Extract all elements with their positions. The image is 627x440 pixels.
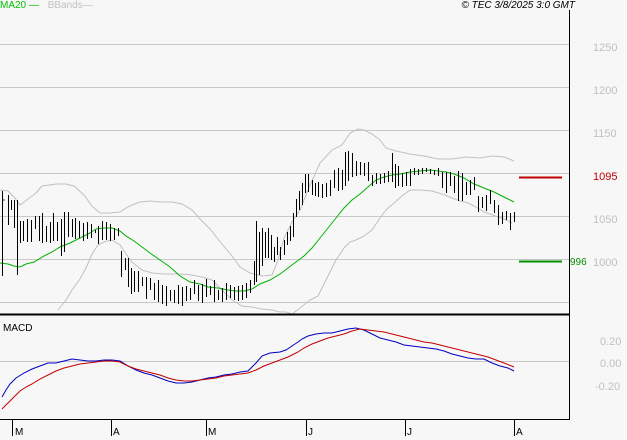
macd-signal-line [1, 328, 515, 410]
support-label: 996 [570, 257, 587, 268]
x-label-jun: J [308, 427, 313, 438]
price-label-1050: 1050 [593, 214, 618, 226]
macd-label-pos: 0.20 [600, 336, 622, 348]
price-gridlines [0, 44, 569, 303]
bband-upper [0, 128, 515, 277]
price-bars [2, 151, 515, 306]
price-label-1000: 1000 [593, 257, 618, 269]
copyright-timestamp: © TEC 3/8/2025 3:0 GMT [461, 0, 575, 11]
x-label-aug: A [516, 427, 523, 438]
x-label-jul: J [407, 427, 412, 438]
macd-line [1, 327, 515, 398]
x-label-may: M [208, 427, 217, 438]
ma20-line [0, 169, 515, 292]
price-label-1200: 1200 [593, 85, 618, 97]
macd-panel-title: MACD [3, 323, 33, 334]
price-label-1250: 1250 [593, 42, 618, 54]
chart-legend: MA20 — BBands— [0, 0, 93, 11]
x-axis-ticks [12, 420, 515, 436]
resistance-label: 1095 [593, 171, 618, 183]
x-label-apr: A [113, 427, 120, 438]
macd-label-neg: -0.20 [595, 381, 621, 393]
price-label-1150: 1150 [593, 128, 617, 140]
x-label-mar: M [15, 427, 24, 438]
legend-ma20: MA20 — [0, 0, 39, 11]
legend-bbands: BBands— [47, 0, 93, 11]
macd-label-zero: 0.00 [600, 358, 622, 370]
